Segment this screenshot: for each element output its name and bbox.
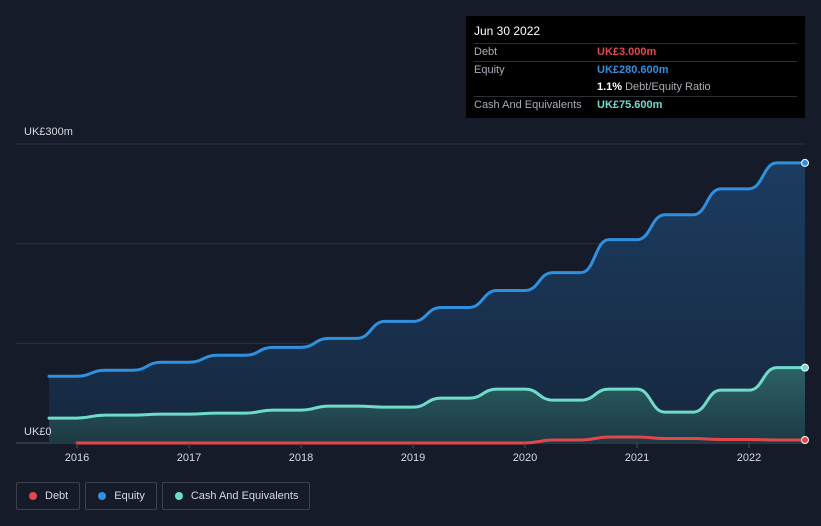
x-tick-label: 2016 <box>65 452 89 464</box>
legend-label: Cash And Equivalents <box>190 490 299 502</box>
tooltip-row-cash: Cash And Equivalents UK£75.600m <box>474 96 797 114</box>
tooltip-value-ratio: 1.1% <box>597 81 623 93</box>
tooltip-ratio-label: Debt/Equity Ratio <box>625 81 711 93</box>
tooltip-value-equity: UK£280.600m <box>597 64 669 76</box>
area-equity <box>49 162 805 444</box>
chart-legend: Debt Equity Cash And Equivalents <box>16 482 315 510</box>
series-lines <box>47 161 807 445</box>
x-tick-label: 2019 <box>401 452 425 464</box>
legend-dot-icon <box>29 492 37 500</box>
tooltip-label <box>474 79 597 96</box>
series-endpoints <box>801 158 809 445</box>
x-tick-label: 2017 <box>177 452 201 464</box>
x-tick-label: 2020 <box>513 452 537 464</box>
legend-label: Equity <box>114 490 145 502</box>
x-tick-label: 2022 <box>737 452 761 464</box>
tooltip-label: Debt <box>474 46 498 58</box>
y-axis-top-label: UK£300m <box>24 126 73 138</box>
tooltip-value-cash: UK£75.600m <box>597 99 663 111</box>
data-tooltip: Jun 30 2022 Debt UK£3.000m Equity UK£280… <box>466 16 805 118</box>
legend-dot-icon <box>98 492 107 500</box>
tooltip-row-equity: Equity UK£280.600m <box>474 61 797 79</box>
tooltip-value-debt: UK£3.000m <box>597 46 657 58</box>
line-debt <box>75 435 807 445</box>
x-tick-label: 2021 <box>625 452 649 464</box>
legend-item-debt[interactable]: Debt <box>16 482 81 510</box>
x-axis-ticks: 2016 2017 2018 2019 2020 2021 2022 <box>65 443 761 464</box>
tooltip-date: Jun 30 2022 <box>474 24 541 38</box>
tooltip-row-ratio: 1.1% Debt/Equity Ratio <box>474 79 797 96</box>
endpoint-cash-and-equivalents <box>801 363 809 372</box>
line-equity <box>47 161 807 378</box>
y-axis-bottom-label: UK£0 <box>24 426 52 438</box>
series-areas <box>49 162 805 444</box>
endpoint-equity <box>801 158 809 167</box>
legend-item-cash[interactable]: Cash And Equivalents <box>161 482 311 510</box>
legend-label: Debt <box>45 490 69 502</box>
tooltip-row-debt: Debt UK£3.000m <box>474 43 797 61</box>
legend-dot-icon <box>174 492 183 500</box>
line-cash-and-equivalents <box>47 366 807 420</box>
legend-item-equity[interactable]: Equity <box>85 482 157 510</box>
area-cash-and-equivalents <box>49 367 805 443</box>
tooltip-label: Equity <box>474 64 505 76</box>
tooltip-label: Cash And Equivalents <box>474 99 582 111</box>
endpoint-debt <box>801 436 809 445</box>
x-tick-label: 2018 <box>289 452 313 464</box>
